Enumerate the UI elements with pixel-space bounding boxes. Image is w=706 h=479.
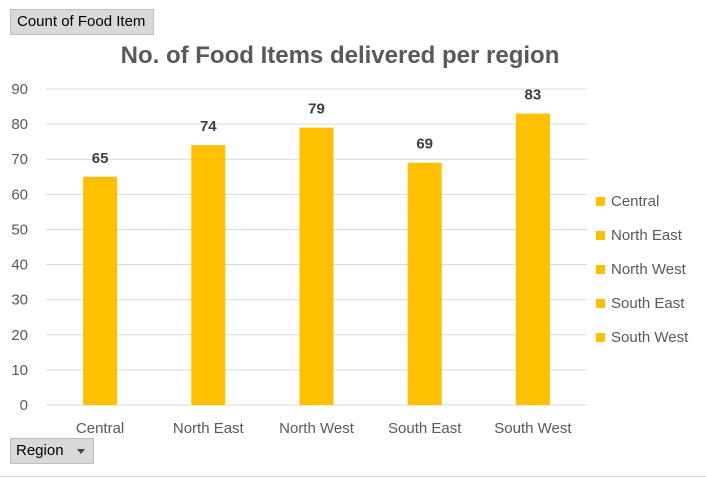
data-label: 74 bbox=[200, 118, 217, 135]
bar bbox=[299, 127, 334, 405]
legend-swatch bbox=[596, 196, 605, 206]
data-label: 83 bbox=[525, 87, 542, 104]
legend-label: South East bbox=[611, 294, 685, 312]
x-tick-label: North East bbox=[173, 420, 245, 437]
bars bbox=[83, 113, 550, 406]
y-tick-label: 60 bbox=[11, 186, 28, 203]
data-label: 79 bbox=[308, 101, 325, 118]
x-tick-label: Central bbox=[76, 420, 124, 437]
data-labels: 65 74 79 69 83 bbox=[92, 87, 541, 167]
legend-label: North East bbox=[611, 226, 682, 244]
x-axis-tick-labels: Central North East North West South East Sou… bbox=[76, 420, 572, 437]
y-tick-label: 30 bbox=[11, 292, 28, 309]
y-tick-label: 10 bbox=[11, 362, 28, 379]
y-tick-label: 80 bbox=[11, 116, 28, 133]
y-tick-label: 50 bbox=[11, 221, 28, 238]
legend: Central North East North West South East… bbox=[596, 184, 688, 354]
y-tick-label: 0 bbox=[20, 397, 28, 414]
divider bbox=[0, 476, 706, 477]
region-field-button[interactable]: Region bbox=[10, 438, 94, 464]
legend-item: South East bbox=[596, 286, 688, 320]
region-field-label: Region bbox=[16, 442, 64, 459]
x-tick-label: South East bbox=[388, 420, 462, 437]
x-tick-label: South West bbox=[494, 420, 572, 437]
y-tick-label: 40 bbox=[11, 257, 28, 274]
data-label: 69 bbox=[416, 136, 433, 153]
bar bbox=[515, 113, 550, 406]
legend-item: Central bbox=[596, 184, 688, 218]
x-tick-label: North West bbox=[279, 420, 355, 437]
legend-item: South West bbox=[596, 320, 688, 354]
y-tick-label: 20 bbox=[11, 327, 28, 344]
legend-label: Central bbox=[611, 192, 660, 210]
chart-title: No. of Food Items delivered per region bbox=[120, 42, 560, 69]
legend-swatch bbox=[596, 230, 605, 240]
legend-swatch bbox=[596, 298, 605, 308]
legend-swatch bbox=[596, 264, 605, 274]
legend-item: North West bbox=[596, 252, 688, 286]
bar bbox=[191, 145, 226, 405]
legend-swatch bbox=[596, 332, 605, 342]
data-label: 65 bbox=[92, 150, 109, 167]
count-of-food-item-field-button[interactable]: Count of Food Item bbox=[10, 9, 155, 35]
bar bbox=[83, 176, 118, 405]
y-axis-tick-labels: 0 10 20 30 40 50 60 70 80 90 bbox=[11, 81, 28, 414]
legend-label: South West bbox=[611, 328, 689, 346]
y-tick-label: 90 bbox=[11, 81, 28, 98]
legend-item: North East bbox=[596, 218, 688, 252]
chevron-down-icon[interactable] bbox=[77, 449, 85, 454]
bar bbox=[407, 162, 442, 405]
y-tick-label: 70 bbox=[11, 151, 28, 168]
legend-label: North West bbox=[611, 260, 686, 278]
